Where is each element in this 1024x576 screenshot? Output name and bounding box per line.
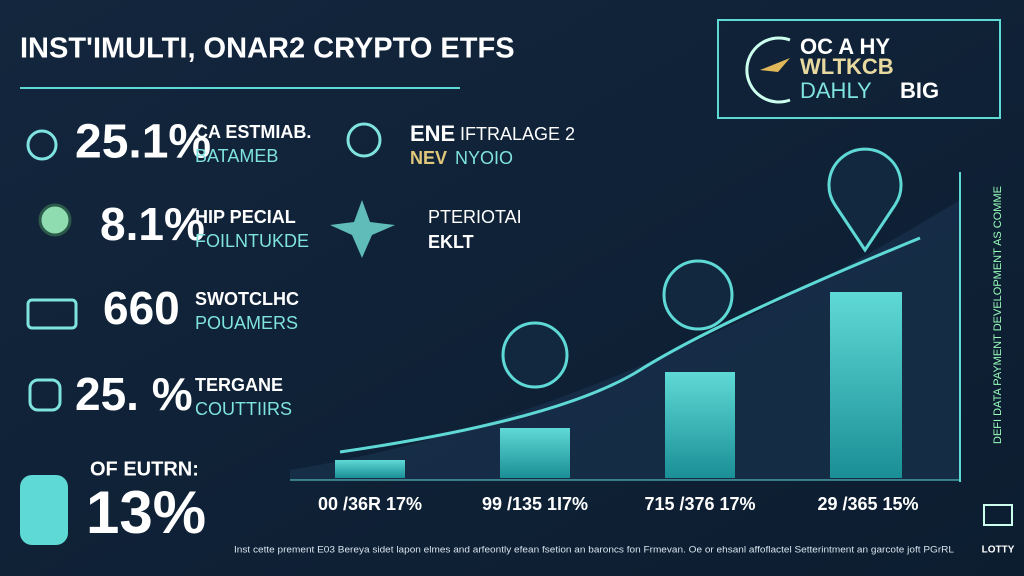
corner-text: LOTTY bbox=[982, 545, 1015, 556]
bar bbox=[665, 372, 735, 478]
bar bbox=[335, 460, 405, 478]
marker bbox=[662, 259, 734, 331]
footer: Inst cette prement E03 Bereya sidet lapo… bbox=[234, 544, 954, 554]
feature-icon bbox=[330, 200, 395, 258]
stat-label: BATAMEB bbox=[195, 146, 278, 166]
stat-label: CA ESTMIAB. bbox=[195, 122, 311, 142]
feature-title: PTERIOTAI bbox=[428, 207, 522, 227]
stat-value: 8.1% bbox=[100, 198, 205, 250]
stat-label: COUTTIIRS bbox=[195, 399, 292, 419]
logo-bolt bbox=[760, 58, 790, 72]
bar bbox=[500, 428, 570, 478]
highlight-value: 13% bbox=[86, 479, 206, 546]
logo-text: DAHLY bbox=[800, 78, 872, 103]
stat-icon bbox=[26, 298, 78, 330]
bar bbox=[830, 292, 902, 478]
feature-sub: NYOIO bbox=[455, 148, 513, 168]
stat-label: TERGANE bbox=[195, 375, 283, 395]
stat-value: 25. % bbox=[75, 368, 193, 420]
stat-icon bbox=[38, 203, 72, 237]
chart-area bbox=[290, 200, 960, 480]
stat-value: 660 bbox=[103, 282, 180, 334]
trend-line bbox=[339, 236, 921, 454]
side-text: DEFI DATA PAYMENT DEVELOPMENT AS COMME bbox=[992, 186, 1004, 444]
marker bbox=[501, 321, 569, 389]
stats: 25.1% CA ESTMIAB. BATAMEB 8.1% HIP PECIA… bbox=[20, 116, 311, 546]
stat-label: HIP PECIAL bbox=[195, 207, 296, 227]
bar-label: 99 /135 1I7% bbox=[482, 494, 588, 514]
logo-box bbox=[717, 19, 1001, 119]
stat-label: FOILNTUKDE bbox=[195, 231, 309, 251]
bar-label: 715 /376 17% bbox=[644, 494, 755, 514]
stat-value: 25.1% bbox=[75, 116, 211, 169]
logo: OC A HY WLTKCB DAHLY BIG bbox=[717, 19, 1001, 119]
features: ENE IFTRALAGE 2 NEV NYOIO PTERIOTAI EKLT bbox=[330, 121, 575, 258]
stat-icon bbox=[28, 378, 62, 412]
feature-icon bbox=[346, 122, 382, 158]
highlight-label: OF EUTRN: bbox=[90, 458, 199, 480]
bar-label: 29 /365 15% bbox=[817, 494, 918, 514]
logo-arc bbox=[745, 36, 791, 104]
feature-title: IFTRALAGE 2 bbox=[460, 124, 575, 144]
growth-chart: 00 /36R 17% 99 /135 1I7% 715 /376 17% 29… bbox=[290, 147, 961, 514]
stat-label: POUAMERS bbox=[195, 313, 298, 333]
feature-sub: NEV bbox=[410, 148, 447, 168]
logo-text: OC A HY bbox=[800, 34, 890, 59]
corner-icon bbox=[983, 504, 1013, 526]
logo-text: WLTKCB bbox=[800, 54, 894, 79]
hand-icon bbox=[20, 475, 68, 545]
marker bbox=[827, 147, 903, 253]
stat-label: SWOTCLHC bbox=[195, 289, 299, 309]
feature-title: ENE bbox=[410, 121, 455, 146]
title: INST'IMULTI, ONAR2 CRYPTO ETFS bbox=[20, 33, 515, 65]
stat-icon bbox=[26, 129, 58, 161]
feature-sub: EKLT bbox=[428, 232, 474, 252]
logo-text: BIG bbox=[900, 78, 939, 103]
bar-label: 00 /36R 17% bbox=[318, 494, 422, 514]
